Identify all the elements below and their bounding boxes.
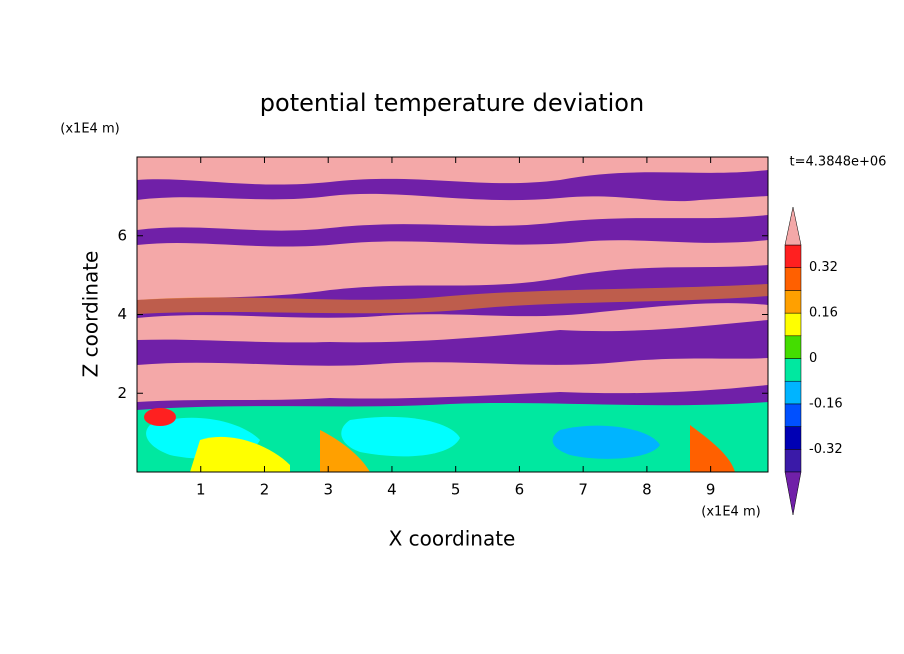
colorbar-tick-label: 0.32 — [809, 260, 838, 275]
field-band — [137, 157, 768, 185]
colorbar-band — [784, 380, 802, 405]
x-tick-label: 8 — [642, 481, 652, 499]
field-band — [320, 430, 370, 472]
colorbar-band — [784, 358, 802, 382]
y-tick-label: 4 — [117, 305, 127, 323]
x-tick-label: 2 — [260, 481, 270, 499]
chart-title: potential temperature deviation — [260, 89, 644, 117]
colorbar-under — [784, 471, 802, 516]
colorbar-band — [784, 449, 802, 473]
x-tick-label: 3 — [323, 481, 333, 499]
x-tick-label: 9 — [706, 481, 716, 499]
x-axis-title: X coordinate — [389, 527, 516, 551]
y-axis-title: Z coordinate — [79, 251, 103, 378]
x-unit: (x1E4 m) — [701, 505, 760, 520]
colorbar-band — [784, 335, 802, 359]
colorbar-band — [784, 244, 802, 268]
contour-field — [137, 157, 768, 472]
field-band — [552, 425, 660, 459]
colorbar-band — [784, 312, 802, 337]
x-tick-label: 6 — [515, 481, 525, 499]
colorbar-band — [784, 290, 802, 314]
field-band — [137, 358, 768, 402]
x-tick-label: 5 — [451, 481, 461, 499]
field-band — [137, 284, 768, 314]
field-band — [144, 408, 176, 426]
colorbar-band — [784, 426, 802, 450]
field-band — [190, 436, 290, 472]
colorbar-over — [784, 206, 802, 246]
colorbar-tick-label: 0.16 — [809, 306, 838, 321]
colorbar-tick-label: -0.32 — [809, 442, 843, 457]
field-band — [137, 303, 768, 343]
x-tick-label: 4 — [387, 481, 397, 499]
x-tick-label: 1 — [196, 481, 206, 499]
field-band — [690, 425, 735, 472]
colorbar-band — [784, 403, 802, 427]
colorbar-tick-label: 0 — [809, 351, 817, 366]
field-band — [137, 193, 768, 231]
field-band — [137, 240, 768, 300]
y-tick-label: 6 — [117, 226, 127, 244]
colorbar-tick-label: -0.16 — [809, 396, 843, 411]
y-unit: (x1E4 m) — [60, 122, 119, 137]
field-band — [341, 416, 460, 457]
time-label: t=4.3848e+06 — [790, 155, 887, 170]
colorbar-band — [784, 267, 802, 291]
x-tick-label: 7 — [578, 481, 588, 499]
y-tick-label: 2 — [117, 384, 127, 402]
